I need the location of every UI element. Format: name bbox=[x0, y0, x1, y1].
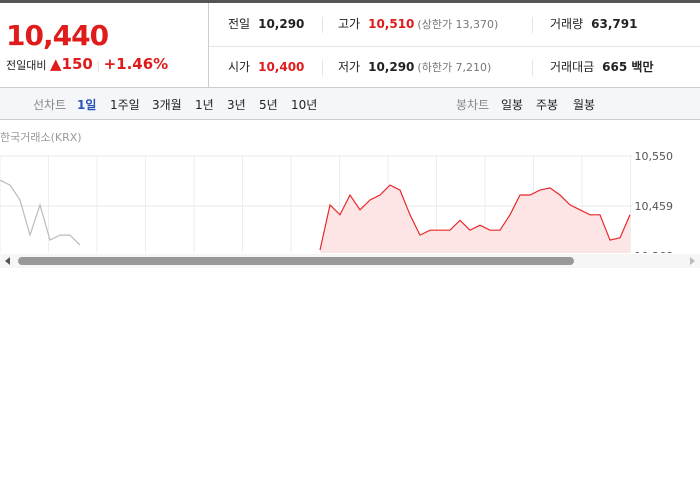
toolbar: 선차트 봉차트 1일 1주일 3개월 1년 3년 5년 10년 일봉 주봉 월봉 bbox=[0, 88, 700, 120]
stat-label: 거래대금 bbox=[550, 60, 595, 74]
stat-label: 전일 bbox=[228, 17, 251, 31]
y-tick-label: 10,368 bbox=[635, 250, 674, 263]
plot: 10,550 10,459 10,368 bbox=[0, 150, 674, 263]
period-button[interactable]: 10년 bbox=[291, 98, 318, 112]
stat-note: (하한가 7,210) bbox=[417, 61, 492, 74]
stat-label: 고가 bbox=[338, 17, 361, 31]
period-button[interactable]: 5년 bbox=[259, 98, 278, 112]
stat-value: 665 백만 bbox=[602, 60, 654, 74]
current-price: 10,440 bbox=[6, 19, 109, 52]
divider bbox=[209, 46, 700, 47]
chart: 한국거래소(KRX) 10,550 10,459 10,368 bbox=[0, 131, 700, 268]
candle-label: 봉차트 bbox=[456, 98, 490, 112]
stat-label: 저가 bbox=[338, 60, 361, 74]
candle-button[interactable]: 주봉 bbox=[536, 98, 559, 112]
scroll-right bbox=[690, 257, 695, 265]
stat: 거래대금 665 백만 bbox=[550, 46, 653, 88]
stat-value: 10,400 bbox=[258, 60, 305, 74]
stat-label: 시가 bbox=[228, 60, 251, 74]
area bbox=[320, 185, 630, 253]
separator bbox=[322, 17, 323, 33]
stat: 거래량 63,791 bbox=[550, 3, 637, 45]
stat: 시가 10,400 bbox=[228, 46, 304, 88]
line bbox=[319, 184, 631, 251]
up-arrow: ▲ bbox=[49, 55, 62, 73]
period-button[interactable]: 1년 bbox=[195, 98, 214, 112]
stat: 고가 10,510 (상한가 13,370) bbox=[338, 3, 498, 45]
change: 전일대비 ▲150 | +1.46% bbox=[6, 55, 169, 73]
period-button[interactable]: 3년 bbox=[227, 98, 246, 112]
line bbox=[0, 180, 120, 245]
stat-value: 63,791 bbox=[591, 17, 638, 31]
price-box: 10,440 전일대비 ▲150 | +1.46% bbox=[0, 3, 209, 88]
period-button[interactable]: 1일 bbox=[77, 98, 97, 112]
change-rate: +1.46% bbox=[103, 55, 169, 73]
stat-label: 거래량 bbox=[550, 17, 584, 31]
separator bbox=[532, 60, 533, 76]
stat-value: 10,290 bbox=[258, 17, 305, 31]
stat-value: 10,510 bbox=[368, 17, 415, 31]
change-label: 전일대비 bbox=[6, 59, 47, 72]
scroll-thumb bbox=[18, 257, 574, 265]
candle-button[interactable]: 월봉 bbox=[573, 98, 596, 112]
period-button[interactable]: 3개월 bbox=[152, 98, 182, 112]
scroll-left bbox=[5, 257, 10, 265]
source: 한국거래소(KRX) bbox=[0, 131, 82, 144]
stat-note: (상한가 13,370) bbox=[417, 18, 499, 31]
stat: 전일 10,290 bbox=[228, 3, 304, 45]
separator bbox=[322, 60, 323, 76]
separator bbox=[532, 17, 533, 33]
y-tick-label: 10,459 bbox=[635, 200, 674, 213]
candle-button[interactable]: 일봉 bbox=[501, 98, 524, 112]
stat: 저가 10,290 (하한가 7,210) bbox=[338, 46, 491, 88]
line-chart-label: 선차트 bbox=[33, 98, 67, 112]
stat-value: 10,290 bbox=[368, 60, 415, 74]
y-tick-label: 10,550 bbox=[635, 150, 674, 163]
period-button[interactable]: 1주일 bbox=[110, 98, 140, 112]
change-value: 150 bbox=[61, 55, 93, 73]
quote-header: 10,440 전일대비 ▲150 | +1.46% 전일 10,290 고가 10,5… bbox=[0, 0, 700, 88]
